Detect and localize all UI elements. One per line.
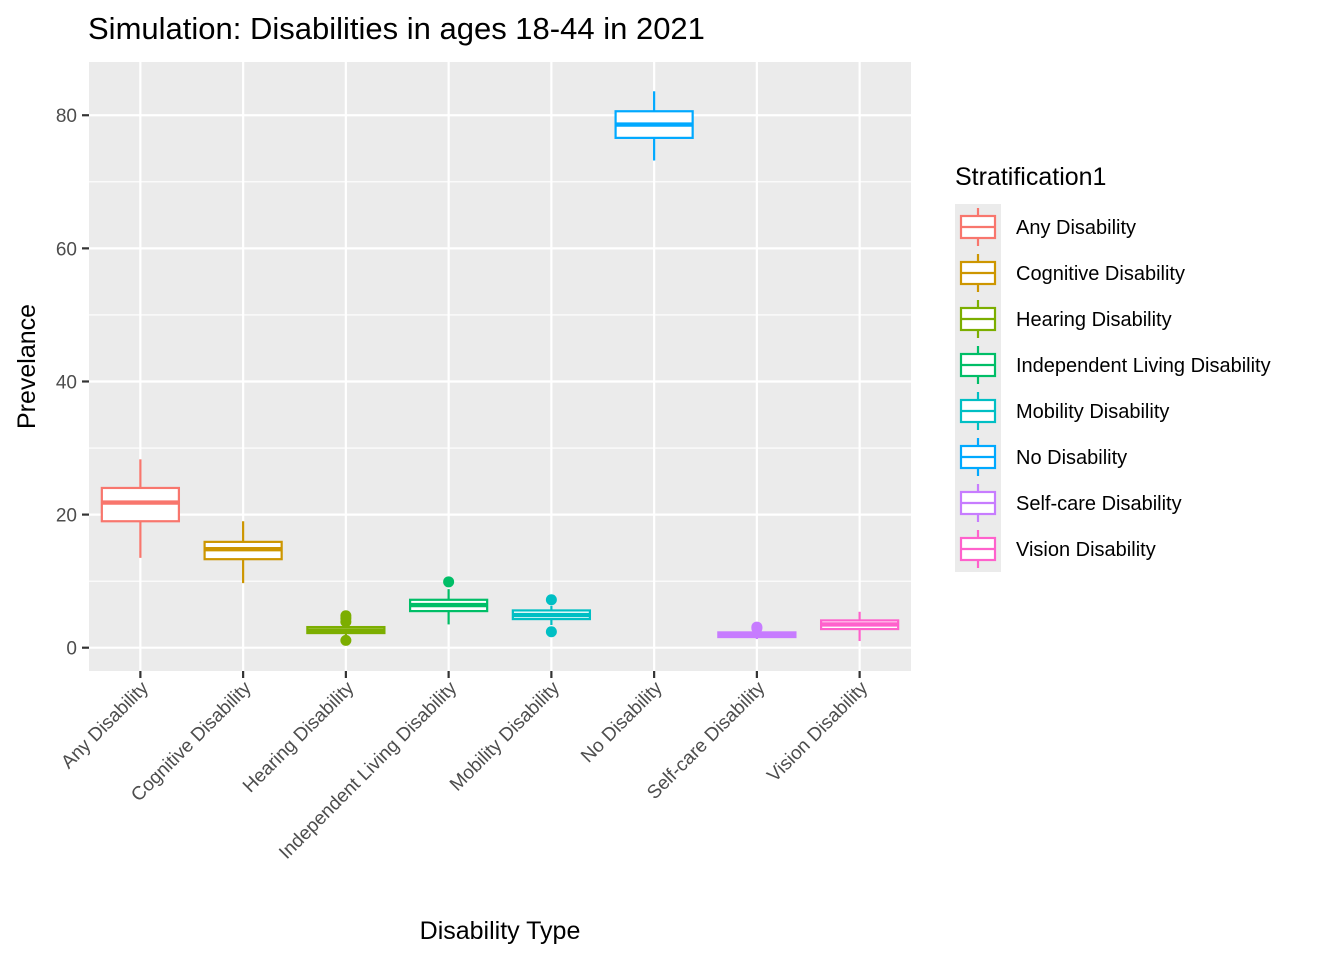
legend-label: Any Disability — [1016, 217, 1136, 239]
legend-label: Cognitive Disability — [1016, 263, 1185, 285]
box-7 — [717, 621, 797, 640]
box-5 — [511, 594, 592, 638]
legend-label: Hearing Disability — [1016, 309, 1172, 331]
x-tick-label: Hearing Disability — [239, 677, 359, 797]
legend-item-5: Mobility Disability — [959, 392, 1169, 430]
legend-label: Self-care Disability — [1016, 493, 1182, 515]
box-1 — [100, 459, 181, 558]
legend-item-8: Vision Disability — [959, 530, 1156, 568]
legend-item-3: Hearing Disability — [959, 300, 1172, 338]
box-3 — [306, 610, 386, 646]
legend-item-4: Independent Living Disability — [959, 346, 1271, 384]
legend-label: Independent Living Disability — [1016, 355, 1271, 377]
x-tick-label: No Disability — [577, 677, 667, 767]
plot-panel — [89, 62, 911, 671]
chart-title: Simulation: Disabilities in ages 18-44 i… — [88, 11, 705, 46]
box-4 — [408, 576, 489, 625]
y-tick-label: 40 — [56, 372, 77, 393]
grid-minor — [89, 181, 911, 582]
y-tick-label: 0 — [66, 639, 77, 660]
box-2 — [203, 521, 283, 584]
outlier-point — [751, 621, 763, 633]
x-tick-label: Any Disability — [57, 677, 153, 773]
y-axis: 0 20 40 60 80 — [56, 106, 89, 660]
legend-label: No Disability — [1016, 447, 1127, 469]
legend-item-2: Cognitive Disability — [959, 254, 1185, 292]
legend-item-6: No Disability — [959, 438, 1127, 476]
legend-label: Vision Disability — [1016, 539, 1156, 561]
box-6 — [614, 91, 694, 161]
legend-title: Stratification1 — [955, 163, 1106, 191]
box-8 — [819, 611, 900, 642]
x-tick-label: Independent Living Disability — [275, 677, 461, 863]
legend-item-7: Self-care Disability — [959, 484, 1182, 522]
outlier-point — [340, 634, 352, 646]
legend-item-1: Any Disability — [959, 208, 1136, 246]
y-axis-title: Prevelance — [13, 304, 41, 429]
outlier-point — [340, 610, 352, 622]
legend: Stratification1 Any Disability Cognitive … — [955, 163, 1271, 572]
outlier-point — [545, 594, 557, 606]
x-tick-label: Vision Disability — [763, 677, 872, 786]
outlier-point — [443, 576, 455, 588]
y-tick-label: 20 — [56, 506, 77, 527]
legend-label: Mobility Disability — [1016, 401, 1169, 423]
x-tick-label: Mobility Disability — [446, 677, 564, 795]
y-tick-label: 80 — [56, 106, 77, 127]
boxes — [100, 91, 900, 646]
grid-major — [89, 62, 911, 671]
x-axis-title: Disability Type — [420, 917, 581, 945]
legend-items: Any Disability Cognitive Disability Hearin… — [955, 204, 1271, 572]
outlier-point — [545, 626, 557, 638]
y-tick-label: 60 — [56, 239, 77, 260]
